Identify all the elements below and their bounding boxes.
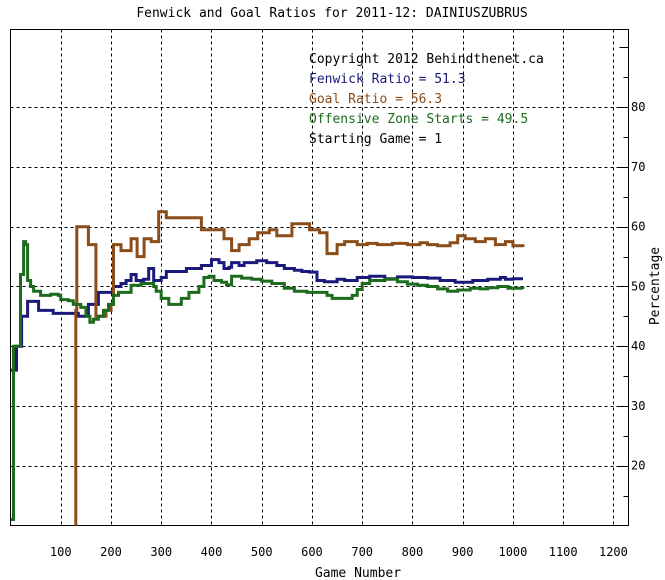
y-tick-label: 50 — [631, 279, 645, 293]
y-tick-label: 60 — [631, 220, 645, 234]
annotation-line-2: Goal Ratio = 56.3 — [309, 92, 442, 107]
plot-frame — [10, 29, 629, 526]
y-tick-label: 70 — [631, 160, 645, 174]
x-tick-label: 300 — [150, 545, 172, 559]
x-axis-label: Game Number — [315, 566, 401, 580]
y-axis-tick-labels: 20 30 40 50 60 70 80 — [631, 100, 645, 473]
y-tick-label: 40 — [631, 339, 645, 353]
x-tick-label: 200 — [100, 545, 122, 559]
y-tick-label: 30 — [631, 399, 645, 413]
series-line-goal — [74, 210, 525, 526]
x-tick-label: 900 — [452, 545, 474, 559]
x-tick-label: 800 — [402, 545, 424, 559]
annotation-legend: Copyright 2012 Behindthenet.ca Fenwick Ra… — [309, 52, 544, 147]
y-tick-label: 80 — [631, 100, 645, 114]
right-axis-ticks — [619, 47, 629, 497]
x-tick-label: 1100 — [549, 545, 578, 559]
x-tick-label: 100 — [50, 545, 72, 559]
series-lines — [11, 210, 525, 526]
x-tick-label: 400 — [201, 545, 223, 559]
x-tick-label: 1200 — [599, 545, 628, 559]
x-axis-tick-labels: 100 200 300 400 500 600 700 800 900 1000 1100 1200 — [50, 545, 628, 559]
chart-title: Fenwick and Goal Ratios for 2011-12: DAI… — [136, 6, 527, 21]
x-tick-label: 700 — [351, 545, 373, 559]
annotation-line-0: Copyright 2012 Behindthenet.ca — [309, 52, 544, 67]
x-tick-label: 600 — [301, 545, 323, 559]
annotation-line-1: Fenwick Ratio = 51.3 — [309, 72, 466, 87]
annotation-line-3: Offensive Zone Starts = 49.5 — [309, 112, 528, 127]
y-axis-label: Percentage — [648, 247, 663, 325]
series-line-ozone — [11, 240, 525, 521]
x-tick-label: 500 — [251, 545, 273, 559]
y-tick-label: 20 — [631, 459, 645, 473]
x-tick-label: 1000 — [498, 545, 527, 559]
annotation-line-4: Starting Game = 1 — [309, 132, 442, 147]
